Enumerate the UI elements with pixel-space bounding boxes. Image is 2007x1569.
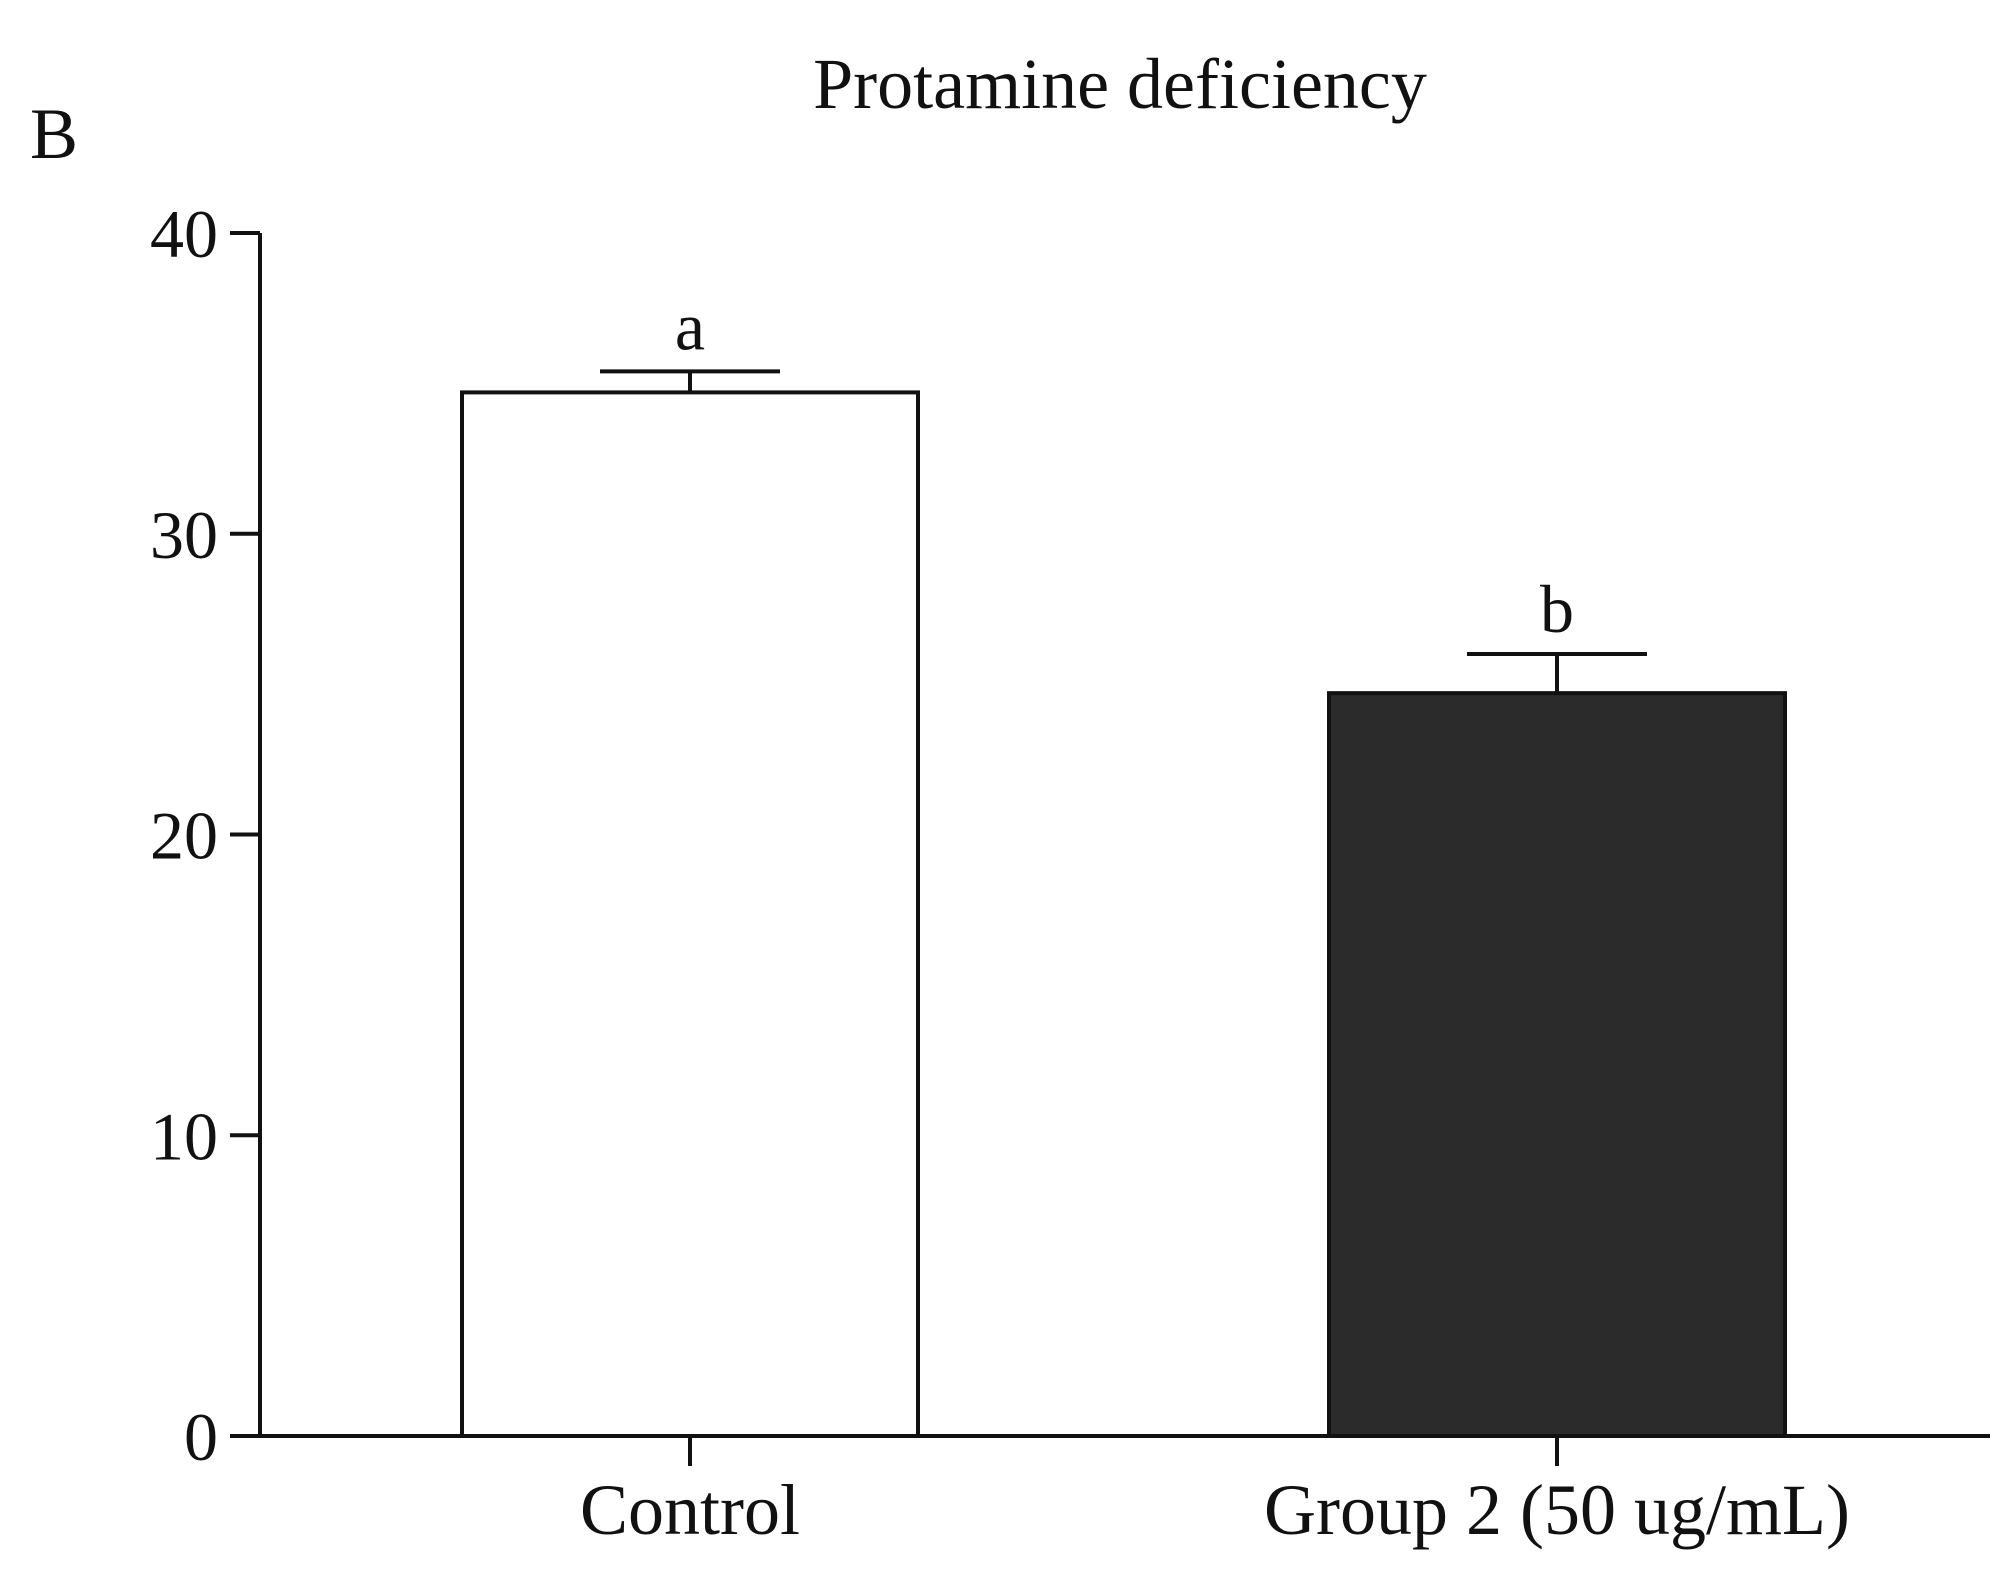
y-tick-label: 0	[184, 1399, 218, 1475]
bar-2	[1327, 691, 1787, 1438]
x-tick-label: Control	[580, 1470, 800, 1550]
y-tick-label: 40	[150, 196, 218, 272]
chart-title: Protamine deficiency	[813, 44, 1427, 124]
y-tick-label: 30	[150, 497, 218, 573]
bars: ab	[460, 288, 1787, 1439]
y-tick-label: 20	[150, 798, 218, 874]
bar-1	[460, 390, 920, 1439]
axes: 0 10 20 30 40 Control Group 2 (50 ug/mL)	[150, 196, 1990, 1550]
panel-label: B	[30, 94, 78, 174]
x-tick-label: Group 2 (50 ug/mL)	[1264, 1470, 1850, 1550]
significance-letter: a	[675, 288, 705, 364]
y-tick-label: 10	[150, 1098, 218, 1174]
significance-letter: b	[1540, 571, 1574, 647]
